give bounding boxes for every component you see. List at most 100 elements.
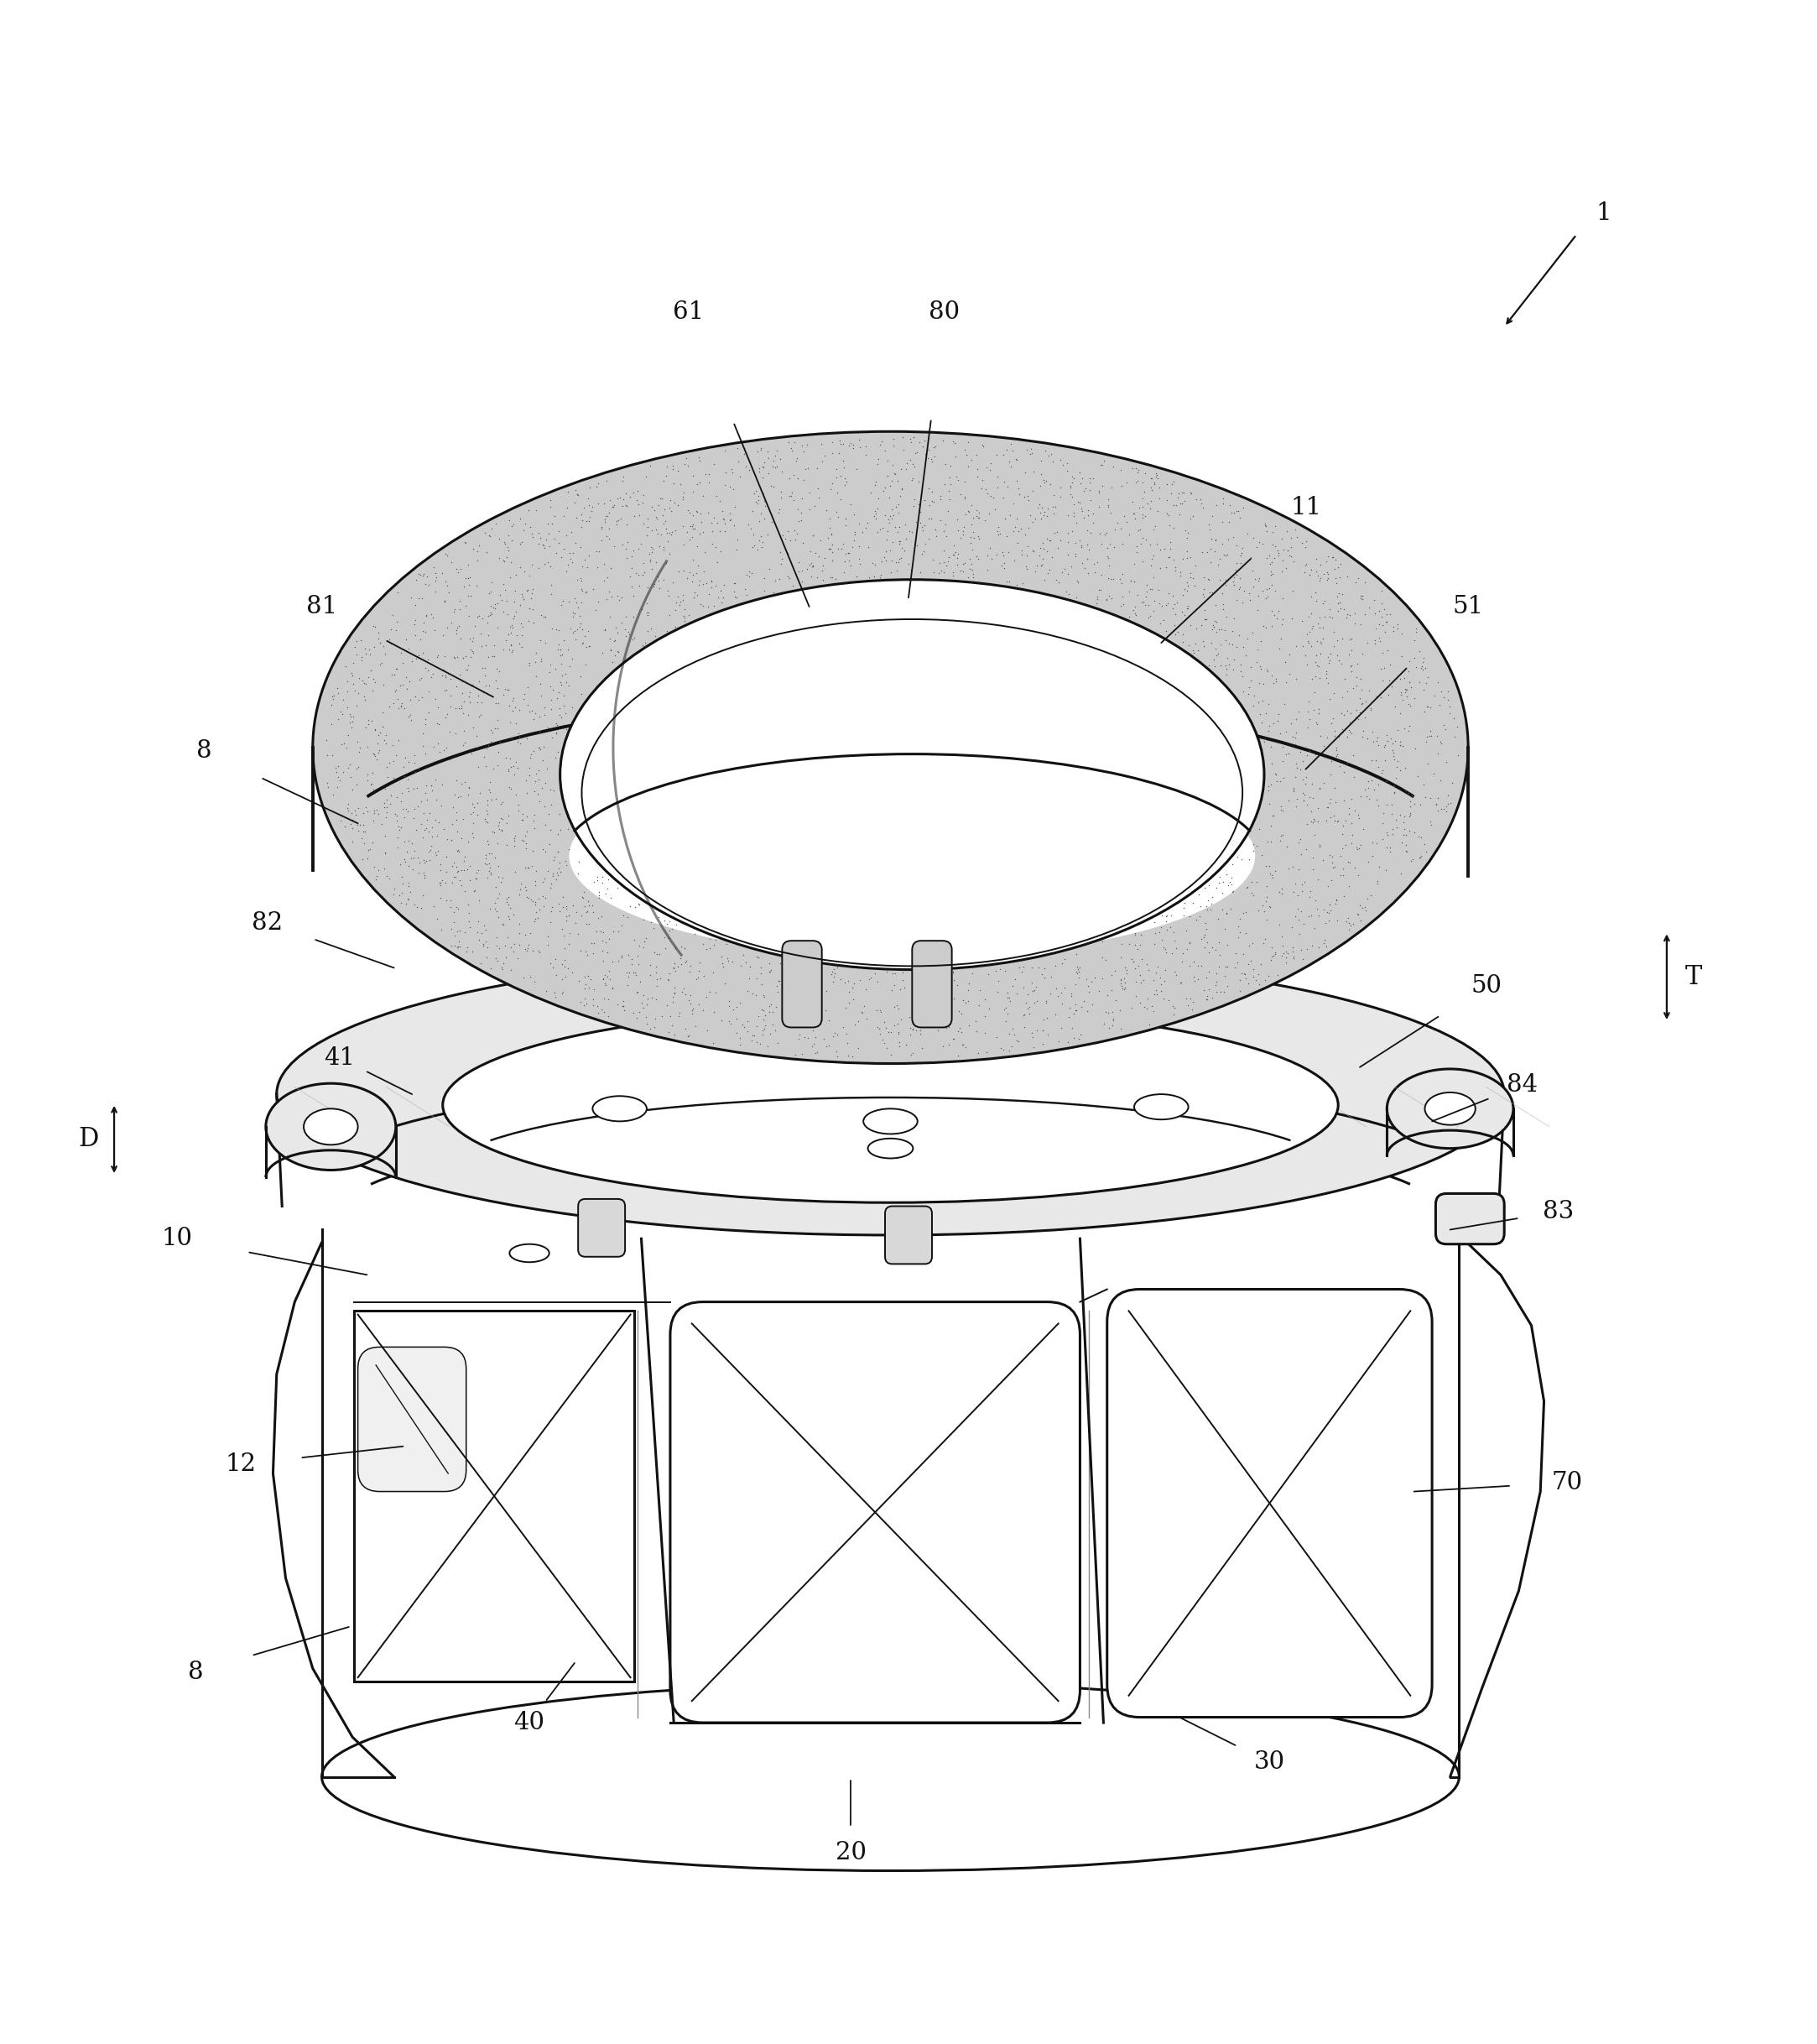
Point — [587, 916, 616, 948]
Point — [769, 991, 798, 1024]
Point — [494, 754, 523, 787]
Point — [823, 1040, 852, 1073]
Point — [485, 726, 514, 758]
Point — [972, 1036, 1001, 1069]
Point — [551, 932, 580, 965]
Point — [1254, 771, 1283, 803]
Point — [1341, 566, 1370, 599]
Point — [1137, 989, 1167, 1022]
Point — [352, 842, 382, 875]
Point — [767, 548, 796, 580]
Point — [462, 856, 491, 889]
Point — [549, 881, 578, 914]
Point — [1032, 1002, 1061, 1034]
Point — [431, 585, 460, 617]
Point — [1212, 652, 1241, 685]
Point — [525, 936, 554, 969]
Point — [552, 893, 581, 926]
Point — [1161, 552, 1190, 585]
Point — [1325, 560, 1354, 593]
Point — [387, 877, 416, 910]
Point — [420, 730, 449, 762]
Point — [538, 675, 567, 707]
Point — [678, 997, 707, 1030]
Point — [333, 675, 362, 707]
Point — [1274, 533, 1303, 566]
Point — [403, 558, 432, 591]
Point — [905, 1004, 934, 1036]
Point — [710, 456, 740, 489]
Point — [1406, 840, 1435, 873]
Point — [881, 957, 910, 989]
Point — [1297, 597, 1326, 630]
Point — [1050, 942, 1079, 975]
Point — [467, 630, 496, 662]
Point — [494, 533, 523, 566]
Point — [514, 850, 543, 883]
Point — [1268, 556, 1297, 589]
Point — [1121, 918, 1150, 950]
Point — [796, 959, 825, 991]
Point — [503, 795, 532, 828]
Point — [1285, 695, 1314, 728]
Point — [1225, 916, 1254, 948]
Point — [545, 666, 574, 699]
Point — [360, 666, 389, 699]
Point — [600, 640, 629, 672]
Point — [458, 936, 487, 969]
Point — [1028, 499, 1057, 531]
Point — [641, 950, 670, 983]
Point — [656, 1000, 685, 1032]
Point — [792, 950, 821, 983]
Point — [372, 750, 402, 783]
Point — [1395, 670, 1425, 703]
Point — [1065, 1022, 1094, 1055]
Point — [1323, 580, 1352, 613]
Point — [1266, 607, 1296, 640]
Point — [1003, 464, 1032, 497]
Point — [660, 953, 689, 985]
Point — [734, 509, 763, 542]
Point — [939, 1022, 968, 1055]
Point — [1266, 940, 1296, 973]
Point — [509, 515, 538, 548]
Point — [1054, 558, 1083, 591]
Point — [1061, 580, 1090, 613]
Point — [1137, 572, 1167, 605]
Point — [1226, 654, 1256, 687]
Point — [400, 738, 429, 771]
Point — [1297, 795, 1326, 828]
Point — [747, 433, 776, 466]
Point — [838, 983, 867, 1016]
Point — [898, 1014, 927, 1047]
Point — [821, 495, 850, 527]
Point — [789, 993, 818, 1026]
Point — [1194, 885, 1223, 918]
Point — [431, 585, 460, 617]
Point — [1107, 589, 1136, 621]
Point — [1121, 953, 1150, 985]
Point — [362, 793, 391, 826]
Point — [574, 615, 603, 648]
Point — [1217, 497, 1246, 529]
Point — [549, 689, 578, 722]
Point — [1176, 556, 1205, 589]
Point — [1076, 474, 1105, 507]
Point — [878, 503, 907, 536]
Point — [543, 858, 572, 891]
Point — [978, 542, 1007, 574]
Point — [525, 715, 554, 748]
Point — [382, 738, 411, 771]
Point — [645, 529, 674, 562]
Point — [612, 525, 641, 558]
Point — [1176, 609, 1205, 642]
Point — [1386, 675, 1415, 707]
Point — [1268, 523, 1297, 556]
Point — [878, 957, 907, 989]
Point — [471, 846, 500, 879]
Point — [1018, 950, 1047, 983]
Point — [830, 546, 859, 578]
Point — [545, 895, 574, 928]
Point — [1052, 454, 1081, 486]
Point — [411, 652, 440, 685]
